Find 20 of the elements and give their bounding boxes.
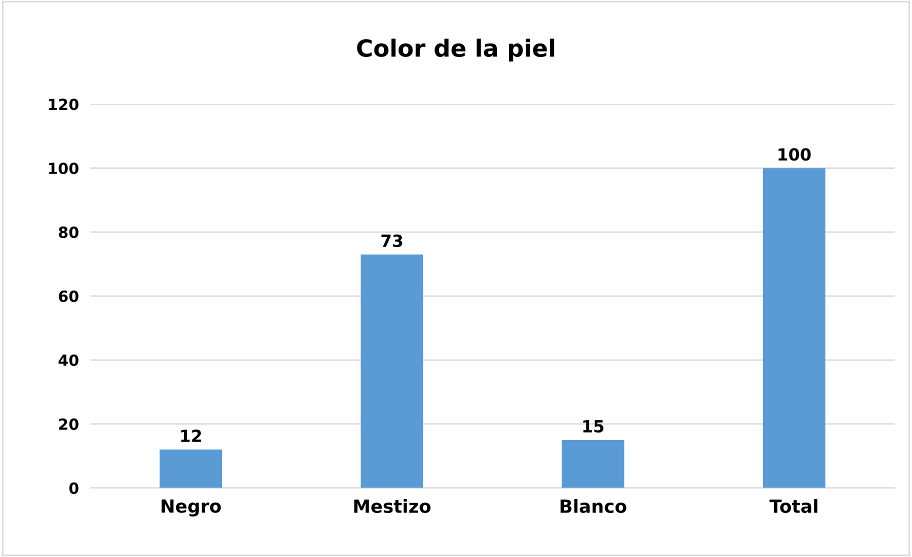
data-label: 73 — [381, 234, 402, 248]
chart-title: Color de la piel — [357, 38, 554, 62]
bar — [762, 168, 826, 488]
y-tick-label: 100 — [49, 162, 78, 174]
data-label: 15 — [583, 420, 604, 433]
x-tick-label: Negro — [162, 499, 221, 517]
y-tick-label: 20 — [59, 418, 78, 430]
x-tick-label: Mestizo — [354, 499, 431, 514]
data-label: 12 — [181, 430, 201, 442]
y-tick-label: 120 — [49, 98, 78, 110]
data-label: 100 — [778, 148, 811, 161]
bar — [562, 440, 624, 488]
y-tick-label: 0 — [69, 482, 78, 494]
y-tick-label: 80 — [58, 226, 78, 238]
bar — [360, 254, 424, 488]
x-tick-label: Blanco — [560, 499, 626, 514]
y-tick-label: 40 — [58, 354, 78, 366]
y-tick-label: 60 — [58, 290, 78, 302]
bar — [160, 450, 222, 488]
x-tick-label: Total — [770, 499, 818, 514]
